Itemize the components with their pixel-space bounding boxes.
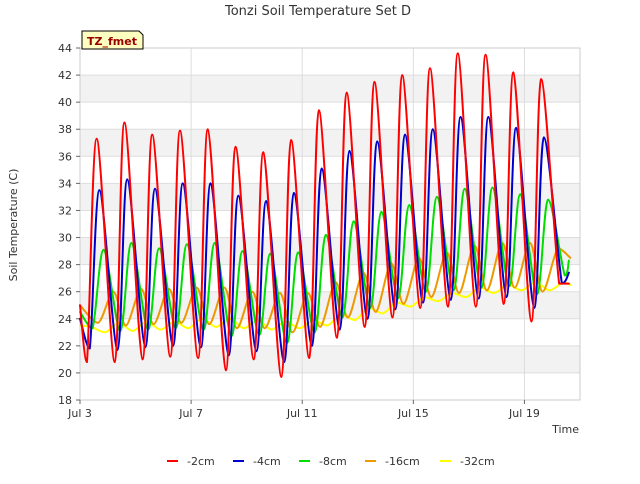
y-tick-label: 28	[58, 259, 72, 272]
y-tick-label: 40	[58, 96, 72, 109]
plot-band	[80, 156, 580, 184]
x-tick-label: Jul 7	[178, 407, 203, 420]
x-tick-label: Jul 19	[508, 407, 540, 420]
chart-title: Tonzi Soil Temperature Set D	[224, 4, 411, 19]
y-tick-label: 44	[58, 42, 72, 55]
y-tick-label: 36	[58, 150, 72, 163]
plot-band	[80, 75, 580, 103]
x-axis-label: Time	[551, 423, 579, 436]
x-axis: Jul 3 Jul 7 Jul 11 Jul 15 Jul 19	[67, 400, 540, 420]
y-tick-label: 26	[58, 286, 72, 299]
legend-item: -2cm	[167, 455, 215, 468]
y-tick-label: 24	[58, 313, 72, 326]
legend: -2cm -4cm -8cm -16cm -32cm	[167, 455, 495, 468]
plot-band	[80, 345, 580, 373]
legend-label: -8cm	[319, 455, 347, 468]
plot-band	[80, 372, 580, 400]
y-tick-label: 30	[58, 232, 72, 245]
series-line-2cmcm	[79, 52, 570, 378]
y-tick-label: 42	[58, 69, 72, 82]
legend-label: -2cm	[187, 455, 215, 468]
x-tick-label: Jul 3	[67, 407, 92, 420]
site-tag: TZ_fmet	[81, 30, 144, 50]
y-axis: 18 20 22 24 26 28 30 32 34 36 38 40 42 44	[58, 42, 80, 407]
x-tick-label: Jul 11	[286, 407, 318, 420]
plot-band	[80, 129, 580, 157]
y-tick-label: 20	[58, 367, 72, 380]
plot-band	[80, 183, 580, 211]
legend-item: -8cm	[299, 455, 347, 468]
y-tick-label: 22	[58, 340, 72, 353]
y-tick-label: 18	[58, 394, 72, 407]
y-axis-label: Soil Temperature (C)	[7, 169, 20, 282]
plot-bands	[80, 48, 580, 400]
legend-item: -32cm	[440, 455, 495, 468]
site-tag-label: TZ_fmet	[87, 35, 137, 48]
x-tick-label: Jul 15	[397, 407, 429, 420]
legend-item: -16cm	[365, 455, 420, 468]
site-tag-box	[81, 30, 144, 50]
series-lines	[79, 52, 572, 378]
legend-label: -4cm	[253, 455, 281, 468]
y-tick-label: 38	[58, 123, 72, 136]
series-line-32cmcm	[79, 281, 572, 334]
y-tick-label: 34	[58, 177, 72, 190]
plot-frame	[79, 47, 581, 401]
plot-band	[80, 102, 580, 130]
y-tick-label: 32	[58, 204, 72, 217]
plot-band	[80, 48, 580, 76]
legend-label: -16cm	[385, 455, 420, 468]
legend-label: -32cm	[460, 455, 495, 468]
legend-item: -4cm	[233, 455, 281, 468]
